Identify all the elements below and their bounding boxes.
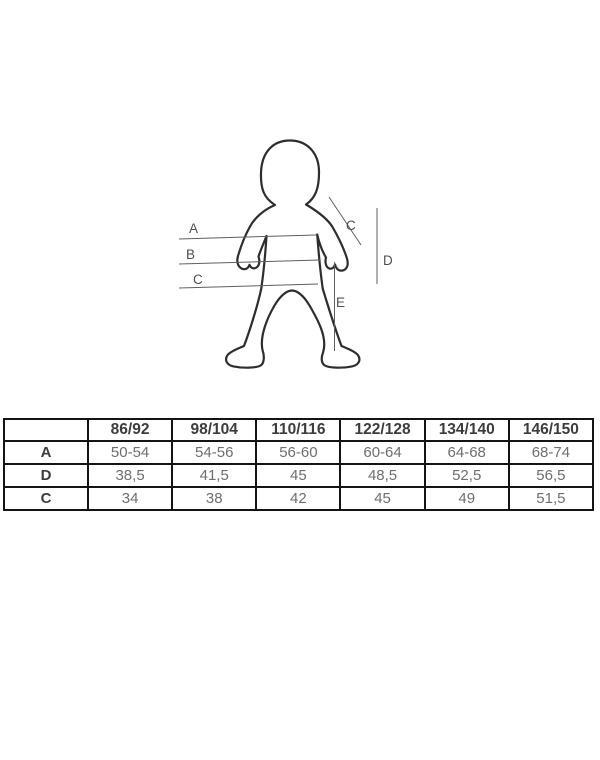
shoulder-label: C bbox=[346, 218, 356, 233]
hip-measure-line bbox=[178, 283, 319, 289]
column-header-86-92: 86/92 bbox=[86, 418, 174, 442]
column-header-134-140: 134/140 bbox=[423, 418, 510, 442]
size-table: 86/92 98/104 110/116 122/128 134/140 146… bbox=[3, 418, 595, 511]
hip-label: C bbox=[193, 272, 203, 287]
table-row-c: C 34 38 42 45 49 51,5 bbox=[3, 486, 595, 511]
table-cell: 64-68 bbox=[423, 440, 510, 465]
waist-measure-line bbox=[178, 259, 321, 265]
column-header-98-104: 98/104 bbox=[171, 418, 258, 442]
table-cell: 41,5 bbox=[171, 463, 258, 488]
table-cell: 60-64 bbox=[339, 440, 426, 465]
inseam-label: E bbox=[336, 295, 345, 310]
table-cell: 52,5 bbox=[423, 463, 510, 488]
back-length-label: D bbox=[383, 253, 393, 268]
table-cell: 50-54 bbox=[86, 440, 174, 465]
shoulder-measure-line bbox=[328, 196, 362, 246]
measurement-diagram: A B C C D E bbox=[178, 139, 393, 369]
table-cell: 42 bbox=[255, 486, 342, 511]
chest-measure-line bbox=[178, 234, 317, 240]
table-cell: 51,5 bbox=[507, 486, 595, 511]
row-label-c: C bbox=[3, 486, 89, 511]
table-cell: 56,5 bbox=[507, 463, 595, 488]
chest-label: A bbox=[189, 221, 198, 236]
table-header-row: 86/92 98/104 110/116 122/128 134/140 146… bbox=[3, 418, 595, 442]
row-label-a: A bbox=[3, 440, 89, 465]
row-label-d: D bbox=[3, 463, 89, 488]
table-cell: 34 bbox=[86, 486, 174, 511]
table-cell: 45 bbox=[339, 486, 426, 511]
table-cell: 49 bbox=[423, 486, 510, 511]
waist-label: B bbox=[186, 247, 195, 262]
column-header-122-128: 122/128 bbox=[339, 418, 426, 442]
table-cell: 54-56 bbox=[171, 440, 258, 465]
table-cell: 68-74 bbox=[507, 440, 595, 465]
table-cell: 38,5 bbox=[86, 463, 174, 488]
table-cell: 45 bbox=[255, 463, 342, 488]
corner-cell bbox=[3, 418, 89, 442]
table-cell: 56-60 bbox=[255, 440, 342, 465]
table-cell: 38 bbox=[171, 486, 258, 511]
column-header-146-150: 146/150 bbox=[507, 418, 595, 442]
table-row-d: D 38,5 41,5 45 48,5 52,5 56,5 bbox=[3, 463, 595, 488]
table-cell: 48,5 bbox=[339, 463, 426, 488]
column-header-110-116: 110/116 bbox=[255, 418, 342, 442]
body-outline-figure bbox=[225, 139, 361, 369]
table-row-a: A 50-54 54-56 56-60 60-64 64-68 68-74 bbox=[3, 440, 595, 465]
